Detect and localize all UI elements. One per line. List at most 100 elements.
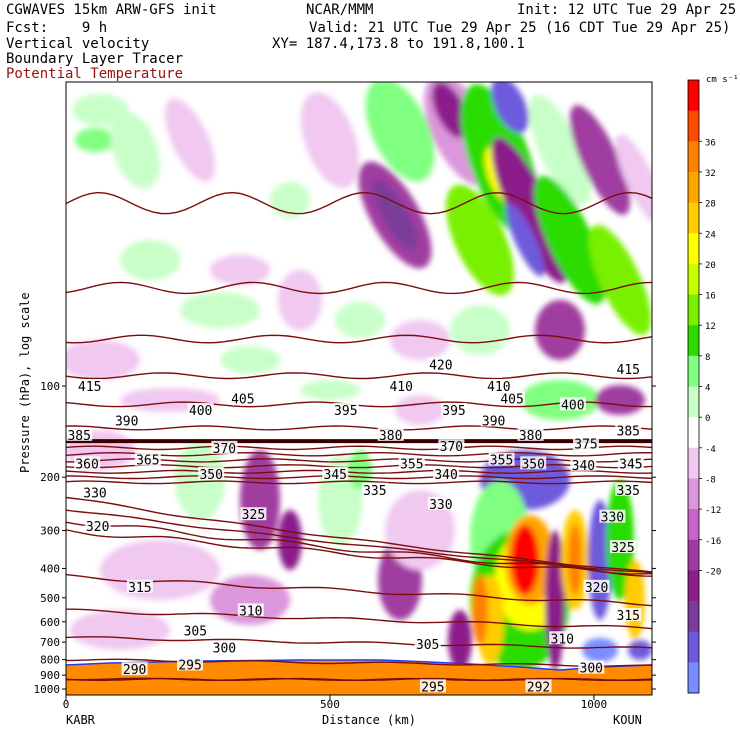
field-vertical-velocity: Vertical velocity	[6, 36, 150, 52]
contour-label-bg	[322, 466, 349, 480]
x-axis: 0 500 1000	[63, 695, 607, 711]
terrain	[66, 660, 652, 695]
theta-contour-385	[66, 372, 652, 380]
colorbar-swatch	[688, 294, 699, 326]
theta-contour-315	[66, 573, 652, 607]
contour-label: 380	[519, 429, 542, 444]
contour-label: 405	[500, 393, 523, 408]
colorbar-swatch	[688, 263, 699, 296]
contour-label: 335	[363, 484, 386, 499]
contour-label: 370	[213, 442, 236, 457]
valid-time: Valid: 21 UTC Tue 29 Apr 25 (16 CDT Tue …	[309, 20, 731, 36]
contour-label-bg	[485, 379, 512, 392]
theta-contour-345	[66, 475, 652, 480]
contour-label: 390	[482, 415, 505, 430]
contour-label: 305	[416, 638, 439, 653]
colorbar-swatch	[688, 601, 699, 633]
contour-label: 385	[617, 424, 640, 439]
contour-label: 340	[572, 459, 595, 474]
contour-label: 420	[429, 359, 452, 374]
contour-label-bg	[520, 456, 547, 470]
contour-label: 410	[389, 380, 412, 395]
colorbar-swatch	[688, 447, 699, 479]
contour-label: 330	[83, 487, 106, 502]
theta-contour-340	[66, 480, 652, 485]
contour-label-bg	[187, 402, 214, 416]
y-tick-label: 600	[40, 616, 60, 629]
contour-label-bg	[488, 452, 515, 466]
contour-label: 350	[521, 457, 544, 472]
colorbar-swatch	[688, 233, 699, 265]
colorbar-tick-label: 36	[705, 138, 716, 148]
contour-label: 310	[239, 604, 262, 619]
forecast-hour: Fcst: 9 h	[6, 20, 108, 36]
contour-label-bg	[617, 456, 644, 470]
contour-label-bg	[377, 427, 404, 441]
contour-label: 380	[379, 429, 402, 444]
colorbar-swatch	[688, 141, 699, 173]
colorbar-swatch	[688, 202, 699, 234]
colorbar-swatch	[688, 325, 699, 357]
contour-label-bg	[499, 391, 526, 405]
theta-contour-295	[66, 677, 652, 682]
theta-contour-305	[66, 636, 652, 649]
colorbar-tick-label: -12	[705, 506, 721, 516]
contour-label-bg	[615, 362, 642, 376]
theta-contour-335	[66, 496, 652, 573]
contour-label-bg	[525, 679, 552, 693]
x-tick-label: 500	[320, 698, 340, 711]
contour-label-bg	[211, 640, 238, 654]
contour-label: 390	[115, 415, 138, 430]
contour-label: 335	[617, 484, 640, 499]
contour-label: 300	[580, 662, 603, 677]
contour-label-bg	[198, 466, 225, 480]
theta-contour-355	[66, 464, 652, 469]
y-tick-label: 100	[40, 380, 60, 393]
contour-label-bg	[438, 439, 465, 453]
contour-label-bg	[66, 427, 93, 441]
theta-contour-395	[66, 281, 652, 295]
contour-label-bg	[559, 397, 586, 411]
contour-label: 300	[213, 642, 236, 657]
colorbar-swatch	[688, 80, 699, 112]
theta-contour-300	[66, 658, 652, 667]
contour-label: 410	[487, 380, 510, 395]
y-axis-label: Pressure (hPa), log scale	[18, 292, 32, 473]
contour-label: 305	[184, 624, 207, 639]
colorbar-swatch	[688, 662, 699, 694]
theta-contour-375	[66, 425, 652, 431]
contour-label: 375	[574, 438, 597, 453]
colorbar-tick-label: 32	[705, 169, 716, 179]
colorbar-units: cm s⁻¹	[706, 75, 739, 85]
theta-contour-400	[66, 191, 652, 215]
contour-label: 315	[128, 581, 151, 596]
colorbar-tick-label: 28	[705, 200, 716, 210]
contour-label-bg	[177, 657, 204, 671]
y-tick-label: 900	[40, 669, 60, 682]
contour-label: 395	[334, 404, 357, 419]
y-tick-label: 300	[40, 525, 60, 538]
theta-contour-330	[66, 509, 652, 574]
contour-label: 292	[527, 680, 550, 695]
contour-label-bg	[229, 391, 256, 405]
contour-label-bg	[388, 379, 415, 392]
x-tick-label: 0	[63, 698, 70, 711]
y-tick-label: 200	[40, 471, 60, 484]
contour-label-bg	[332, 402, 359, 416]
contour-label-bg	[182, 623, 209, 637]
contour-label-bg	[211, 440, 238, 454]
contour-label-bg	[615, 608, 642, 622]
contour-label: 290	[123, 663, 146, 678]
colorbar-swatch	[688, 355, 699, 387]
contour-label-bg	[419, 679, 446, 693]
contour-label-bg	[76, 379, 103, 392]
contour-label-bg	[517, 427, 544, 441]
contour-label-bg	[609, 540, 636, 554]
contour-label: 360	[75, 457, 98, 472]
colorbar-tick-label: -4	[705, 445, 716, 455]
contour-label: 330	[601, 511, 624, 526]
init-time: Init: 12 UTC Tue 29 Apr 25	[517, 2, 737, 18]
contour-label-bg	[398, 456, 425, 470]
contour-label-bg	[113, 413, 140, 427]
